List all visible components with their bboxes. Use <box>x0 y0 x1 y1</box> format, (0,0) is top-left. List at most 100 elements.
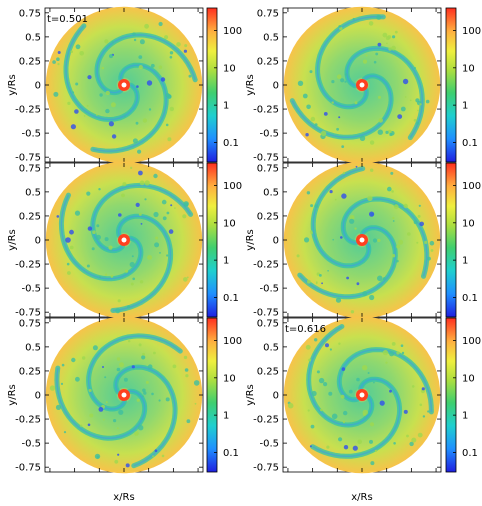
density-clump <box>327 270 329 272</box>
density-clump <box>86 264 90 268</box>
density-clump <box>141 395 144 398</box>
density-clump <box>344 73 348 76</box>
density-clump <box>174 207 176 209</box>
density-clump <box>116 427 119 429</box>
density-clump <box>310 116 316 122</box>
density-clump <box>314 338 318 342</box>
panel-bottom-left: 0.75 0.5 0.25 0 -0.25 -0.5 -0.75 y/Rs x/Rs 100 10 1… <box>7 316 242 503</box>
density-clump <box>297 80 304 87</box>
density-clump <box>144 23 150 29</box>
density-clump <box>144 198 147 201</box>
density-clump <box>139 180 145 186</box>
density-clump <box>341 145 345 149</box>
y-tick-label: -0.5 <box>21 284 41 295</box>
colorbar <box>445 162 457 318</box>
density-clump <box>98 407 104 412</box>
colorbar-tick-label: 100 <box>462 336 481 347</box>
density-clump <box>310 231 313 235</box>
density-clump <box>377 238 381 243</box>
y-tick-label: -0.25 <box>15 415 41 426</box>
density-clump <box>341 193 347 199</box>
density-clump <box>116 357 121 361</box>
density-clump <box>161 454 165 458</box>
colorbar-tick-label: 0.1 <box>462 293 478 304</box>
y-tick-label: 0.75 <box>19 318 41 329</box>
colorbar <box>206 317 218 473</box>
density-clump <box>296 254 300 258</box>
density-clump <box>396 244 401 249</box>
y-tick-label: 0.75 <box>19 8 41 19</box>
density-clump <box>138 55 143 59</box>
density-clump <box>111 41 114 44</box>
density-clump <box>83 115 86 117</box>
density-clump <box>61 363 65 367</box>
y-axis-label: y/Rs <box>245 74 256 95</box>
density-clump <box>158 399 161 402</box>
density-clump <box>116 367 121 372</box>
density-clump <box>378 118 384 123</box>
density-clump <box>168 229 174 234</box>
density-clump <box>391 45 396 51</box>
density-clump <box>80 424 83 427</box>
colorbar-tick-label: 100 <box>223 26 242 37</box>
density-clump <box>79 51 84 56</box>
density-clump <box>402 78 409 85</box>
density-clump <box>332 238 335 241</box>
density-clump <box>362 291 368 297</box>
density-clump <box>182 214 187 219</box>
density-clump <box>91 247 95 251</box>
density-clump <box>151 392 154 396</box>
density-clump <box>63 431 67 434</box>
inner-boundary <box>121 237 127 243</box>
y-tick-label: 0 <box>35 391 41 402</box>
density-clump <box>169 106 174 112</box>
density-clump <box>69 229 74 235</box>
density-clump <box>92 230 96 234</box>
density-clump <box>113 419 117 423</box>
density-clump <box>331 80 335 84</box>
density-clump <box>331 413 338 420</box>
density-clump <box>138 170 143 176</box>
colorbar-tick-label: 1 <box>462 101 468 112</box>
density-clump <box>57 63 60 66</box>
density-clump <box>368 21 374 26</box>
y-axis-label: y/Rs <box>245 229 256 250</box>
density-clump <box>356 377 360 382</box>
density-clump <box>184 44 188 48</box>
density-clump <box>393 442 396 445</box>
y-tick-label: 0 <box>35 236 41 247</box>
density-clump <box>185 374 189 378</box>
spiral-arm-core <box>307 325 373 426</box>
colorbar-tick-label: 0.1 <box>223 138 239 149</box>
density-clump <box>362 412 367 416</box>
density-clump <box>369 439 373 444</box>
density-clump <box>67 271 71 275</box>
density-clump <box>82 356 86 360</box>
density-clump <box>123 115 126 118</box>
y-tick-label: -0.25 <box>253 260 279 271</box>
y-tick-label: 0.75 <box>257 163 279 174</box>
density-clump <box>75 44 81 50</box>
density-clump <box>66 262 70 266</box>
density-clump <box>340 78 345 83</box>
spiral-arm-core <box>65 25 139 121</box>
y-tick-label: 0.75 <box>257 8 279 19</box>
y-tick-label: -0.75 <box>253 153 279 164</box>
density-clump <box>308 358 312 362</box>
density-clump <box>74 210 81 216</box>
density-clump <box>369 294 375 301</box>
x-axis-label: x/Rs <box>351 492 372 503</box>
colorbar <box>445 317 457 473</box>
panel-top-right: 0.75 0.5 0.25 0 -0.25 -0.5 -0.75 y/Rs 100 10 1 0.1 <box>245 6 481 164</box>
density-clump <box>340 236 343 239</box>
density-clump <box>355 165 358 168</box>
y-axis-label: y/Rs <box>7 74 18 95</box>
density-clump <box>419 103 422 106</box>
colorbar-tick-label: 1 <box>223 256 229 267</box>
density-clump <box>387 186 392 192</box>
density-clump <box>348 389 353 394</box>
density-clump <box>67 101 71 105</box>
density-clump <box>160 77 166 82</box>
density-clump <box>409 441 414 447</box>
density-clump <box>391 190 394 193</box>
